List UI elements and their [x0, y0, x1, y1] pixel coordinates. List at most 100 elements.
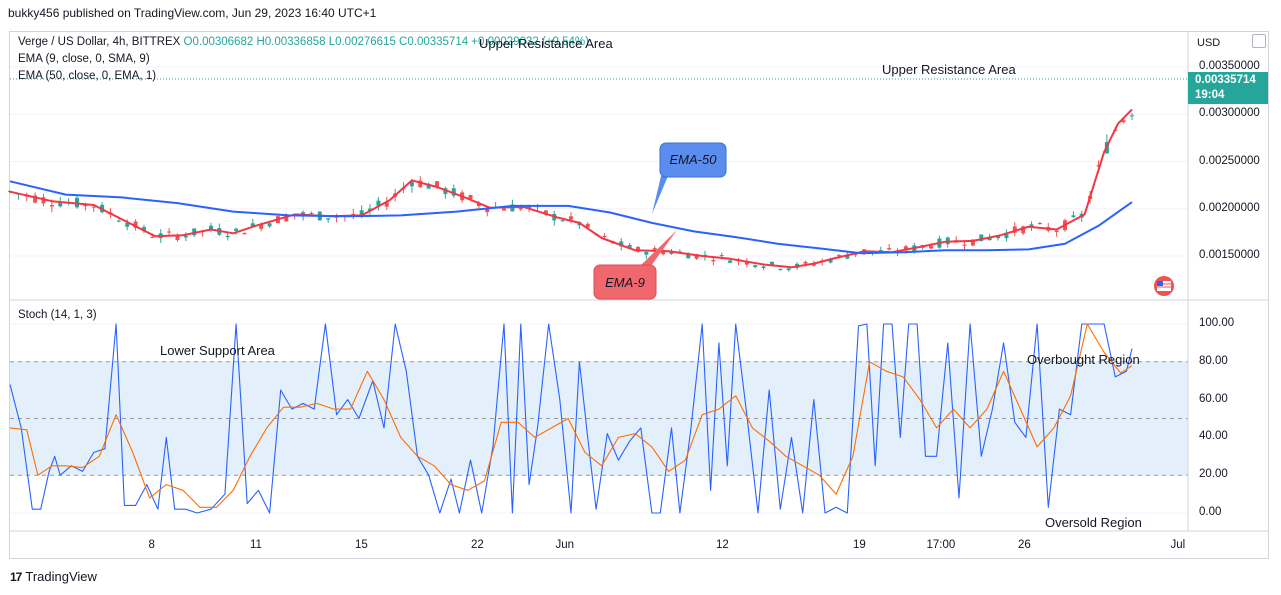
candle-body: [359, 210, 364, 216]
candle-body: [1037, 223, 1042, 225]
candle-body: [1054, 230, 1059, 233]
candle-body: [694, 254, 699, 259]
candle-body: [1021, 226, 1026, 234]
candle-body: [284, 215, 289, 222]
candle-body: [1121, 120, 1126, 123]
candle-body: [225, 235, 230, 238]
candle-body: [569, 216, 573, 220]
flag-icon[interactable]: [1154, 276, 1174, 296]
candle-body: [979, 234, 984, 242]
candle-body: [502, 208, 507, 211]
candle-body: [183, 235, 188, 238]
candle-body: [836, 254, 841, 256]
symbol-name: Verge / US Dollar, 4h, BITTREX: [18, 36, 181, 48]
candle-body: [192, 228, 197, 236]
candle-body: [527, 205, 532, 209]
axis-settings-icon[interactable]: [1252, 34, 1266, 48]
ema50-line: [9, 180, 1133, 255]
candle-body: [376, 200, 381, 206]
callout-ema50-label: EMA-50: [670, 152, 718, 167]
candle-body: [116, 220, 121, 222]
candle-body: [803, 261, 808, 264]
stoch-d-line: [9, 323, 1133, 508]
candle-body: [384, 202, 389, 207]
candle-body: [8, 190, 12, 192]
candle-body: [585, 223, 590, 228]
symbol-legend: Verge / US Dollar, 4h, BITTREX O0.003066…: [18, 36, 589, 48]
candle-body: [929, 245, 934, 249]
candle-body: [1130, 115, 1134, 117]
candle-body: [435, 181, 440, 187]
candle-body: [267, 223, 272, 227]
candle-body: [1029, 224, 1034, 227]
candle-body: [451, 188, 456, 196]
candle-body: [167, 231, 172, 233]
ema9-legend[interactable]: EMA (9, close, 0, SMA, 9): [18, 53, 150, 65]
candle-body: [518, 206, 523, 210]
candle-body: [786, 268, 791, 271]
annotation-oversold: Oversold Region: [1045, 515, 1142, 530]
time-tick-label: 15: [355, 539, 368, 551]
callout-ema9-label: EMA-9: [605, 275, 645, 290]
ohlc-values: O0.00306682 H0.00336858 L0.00276615 C0.0…: [183, 36, 589, 48]
tradingview-logo-icon: 17: [10, 569, 22, 584]
bar-countdown: 19:04: [1195, 89, 1225, 101]
time-tick-label: 8: [148, 539, 155, 551]
candle-body: [635, 246, 640, 252]
last-price-value: 0.00335714: [1195, 74, 1256, 86]
annotation-lower-support: Lower Support Area: [160, 343, 275, 358]
candle-body: [175, 234, 180, 241]
candle-body: [753, 265, 758, 268]
stoch-tick-label: 40.00: [1199, 430, 1228, 443]
candle-body: [669, 251, 674, 254]
footer-brand[interactable]: 17 TradingView: [10, 569, 97, 584]
stoch-tick-label: 80.00: [1199, 354, 1228, 367]
candle-body: [845, 255, 850, 259]
candle-body: [301, 212, 306, 216]
candle-body: [711, 259, 716, 262]
candle-body: [259, 224, 264, 229]
candle-body: [1071, 215, 1076, 217]
candle-body: [602, 235, 607, 237]
candle-body: [661, 251, 666, 255]
candle-body: [778, 269, 783, 271]
stoch-band: [10, 361, 1188, 476]
price-tick-label: 0.00200000: [1199, 201, 1260, 214]
candle-body: [468, 195, 473, 199]
stoch-legend[interactable]: Stoch (14, 1, 3): [18, 309, 97, 321]
candle-body: [962, 244, 967, 246]
candle-body: [619, 241, 624, 247]
candle-body: [543, 210, 548, 215]
publisher-line: bukky456 published on TradingView.com, J…: [8, 6, 377, 20]
candle-body: [903, 246, 908, 251]
annotation-upper-resistance-1: Upper Resistance Area: [479, 36, 613, 51]
ema9-line: [9, 108, 1133, 269]
candle-body: [686, 254, 691, 259]
candle-body: [970, 239, 975, 246]
candle-body: [334, 216, 339, 218]
candle-body: [141, 227, 146, 232]
candle-body: [133, 221, 138, 229]
candle-body: [1096, 165, 1101, 167]
stoch-k-line: [9, 323, 1133, 514]
callout-ema9: EMA-9: [593, 230, 677, 300]
candle-body: [418, 180, 423, 188]
candle-body: [426, 184, 431, 189]
candle-body: [476, 203, 481, 207]
time-tick-label: Jul: [1170, 539, 1186, 551]
time-tick-label: 12: [716, 539, 729, 551]
stoch-tick-label: 60.00: [1199, 392, 1228, 405]
ema50-legend[interactable]: EMA (50, close, 0, EMA, 1): [18, 70, 157, 82]
candle-body: [719, 255, 724, 257]
candle-body: [560, 220, 565, 222]
price-tick-label: 0.00250000: [1199, 154, 1260, 167]
candle-body: [811, 263, 816, 266]
candle-body: [125, 222, 130, 227]
price-tick-label: 0.00150000: [1199, 249, 1260, 261]
candle-body: [769, 261, 774, 266]
stoch-tick-label: 100.00: [1199, 317, 1235, 329]
annotation-overbought: Overbought Region: [1027, 352, 1140, 367]
stoch-tick-label: 0.00: [1199, 506, 1222, 518]
currency-label[interactable]: USD: [1197, 37, 1221, 49]
